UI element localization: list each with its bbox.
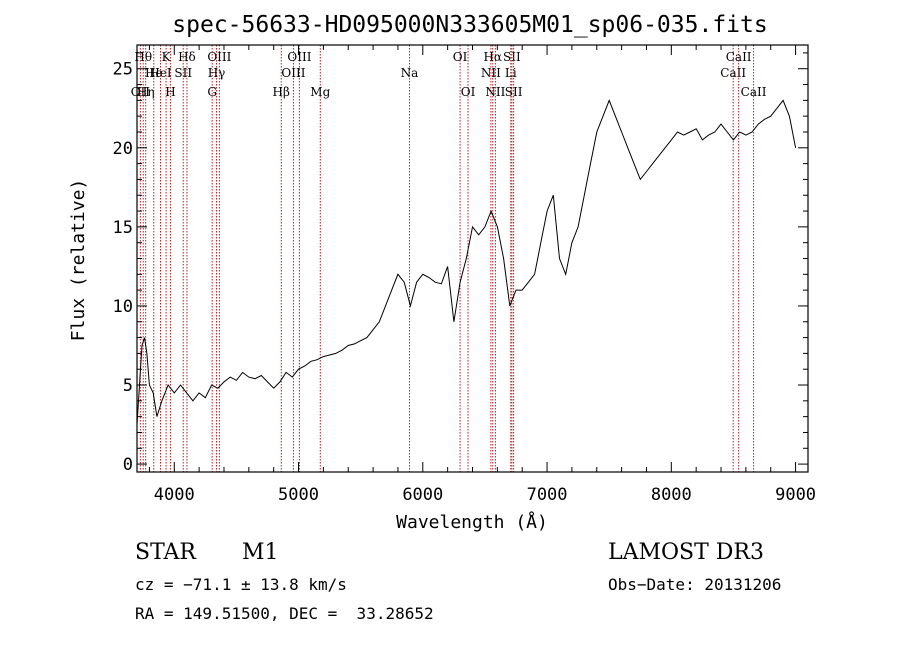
plot-frame (136, 44, 809, 473)
marker-label: NII (481, 66, 501, 80)
x-tick-label: 5000 (278, 485, 319, 505)
flux-series-line (136, 99, 797, 425)
marker-label: SII (505, 85, 523, 99)
marker-label: G (207, 85, 217, 99)
marker-label: OIII (207, 50, 231, 64)
observation-date: Obs−Date: 20131206 (608, 575, 782, 594)
survey-name: LAMOST DR3 (608, 540, 764, 565)
marker-label: OIII (281, 66, 305, 80)
x-axis-label: Wavelength (Å) (396, 511, 548, 533)
y-tick-label: 0 (123, 455, 133, 475)
marker-label: OIII (287, 50, 311, 64)
marker-label: H (165, 85, 175, 99)
x-tick-label: 7000 (527, 485, 568, 505)
marker-label: SII (174, 66, 192, 80)
marker-label: Hα (483, 50, 502, 64)
y-tick-label: 10 (113, 297, 133, 317)
axis-ticks: 4000 5000 6000 7000 8000 9000 0 5 10 15 20 25 (113, 45, 816, 505)
marker-label: Hθ (134, 50, 152, 64)
object-subclass: M1 (242, 540, 279, 565)
marker-label: Hγ (208, 66, 226, 80)
x-tick-label: 9000 (775, 485, 816, 505)
marker-label: K (162, 50, 172, 64)
marker-label: Na (401, 66, 419, 80)
marker-label: Mg (310, 85, 330, 99)
x-tick-label: 6000 (402, 485, 443, 505)
marker-label: Hβ (273, 85, 290, 99)
line-markers: OIIHθHηHeHeIKHSIIHδGHγOIIIHβOIIIOIIIMgNa… (131, 45, 767, 472)
marker-label: Hδ (178, 50, 196, 64)
marker-label: SII (503, 50, 521, 64)
marker-label: CaII (720, 66, 746, 80)
x-tick-label: 8000 (651, 485, 692, 505)
marker-label: Hη (137, 85, 155, 99)
object-class: STAR (135, 540, 196, 565)
y-tick-label: 25 (113, 60, 133, 80)
marker-label: He (145, 66, 163, 80)
y-tick-label: 20 (113, 139, 133, 159)
marker-label: NII (485, 85, 505, 99)
marker-label: OI (453, 50, 468, 64)
marker-label: OI (461, 85, 476, 99)
y-tick-label: 5 (123, 376, 133, 396)
y-tick-label: 15 (113, 218, 133, 238)
marker-label: CaII (726, 50, 752, 64)
x-tick-label: 4000 (154, 485, 195, 505)
y-axis-label: Flux (relative) (68, 179, 89, 342)
marker-label: HeI (149, 66, 172, 80)
coordinates: RA = 149.51500, DEC = 33.28652 (135, 604, 434, 623)
redshift-cz: cz = −71.1 ± 13.8 km/s (135, 575, 347, 594)
chart-title: spec-56633-HD095000N333605M01_sp06-035.f… (172, 12, 767, 38)
marker-label: CaII (741, 85, 767, 99)
marker-label: Li (505, 66, 517, 80)
